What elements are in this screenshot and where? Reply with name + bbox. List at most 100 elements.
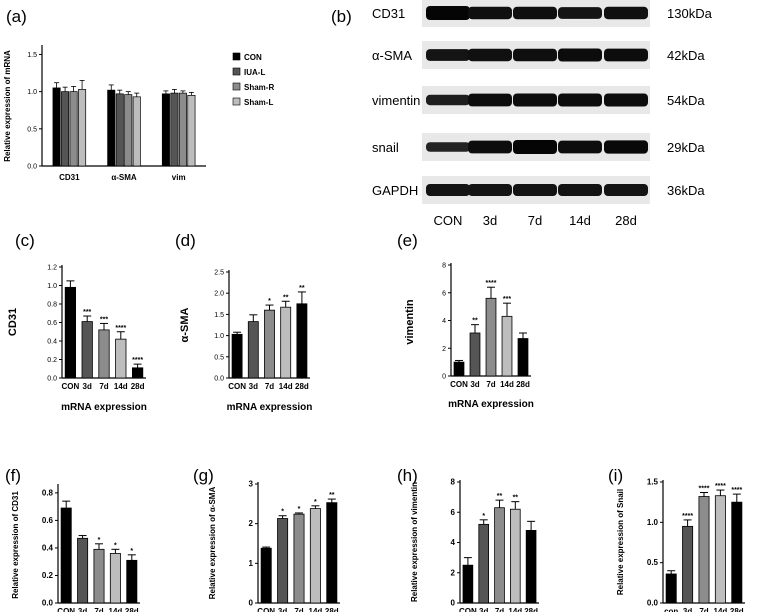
- y-tick-label: 0: [451, 599, 456, 608]
- lane-label: CON: [434, 213, 463, 228]
- y-tick-label: 3: [249, 480, 254, 489]
- x-tick-label: 14d: [114, 382, 128, 391]
- protein-label: CD31: [372, 6, 405, 21]
- panel-label: (i): [608, 466, 623, 485]
- bar: [131, 367, 144, 379]
- significance-label: *: [482, 513, 485, 520]
- y-tick-label: 0.2: [42, 571, 54, 580]
- significance-label: **: [513, 495, 519, 502]
- blot-row-sma: α-SMA 42kDa: [372, 41, 705, 69]
- bar: [517, 338, 529, 377]
- protein-label: GAPDH: [372, 183, 418, 198]
- panel-e-chart: (e) 0 2 4 6 8 CON ** 3d **** 7d *** 14d 28d vimentin mR…: [397, 231, 534, 410]
- x-tick-label: α-SMA: [111, 173, 137, 182]
- blot-band: [558, 48, 602, 62]
- significance-label: ***: [83, 309, 91, 316]
- bar: [98, 329, 110, 379]
- significance-label: ****: [486, 280, 497, 287]
- lane-label: 28d: [615, 213, 637, 228]
- y-axis-label: α-SMA: [179, 308, 191, 343]
- y-tick-label: 0: [442, 374, 446, 381]
- significance-label: ****: [731, 487, 742, 494]
- molecular-weight-label: 130kDa: [667, 6, 713, 21]
- panel-label: (h): [397, 466, 418, 485]
- y-tick-label: 0.0: [47, 376, 57, 383]
- y-tick-label: 0.8: [42, 488, 54, 497]
- y-tick-label: 0.0: [214, 376, 224, 383]
- bar: [494, 507, 505, 604]
- panel-label: (a): [6, 7, 27, 26]
- blot-row-snail: snail 29kDa: [372, 133, 705, 161]
- significance-label: *: [114, 542, 117, 549]
- significance-label: *: [298, 506, 301, 513]
- legend: CON IUA-L Sham-R Sham-L: [232, 52, 274, 107]
- bar: [187, 94, 196, 167]
- significance-label: ****: [132, 357, 143, 364]
- blot-band: [513, 6, 557, 20]
- x-tick-label: CON: [450, 380, 468, 389]
- blot-band: [513, 184, 557, 196]
- bar: [77, 537, 89, 604]
- x-tick-label: 7d: [495, 607, 504, 612]
- blot-band: [468, 140, 512, 154]
- y-tick-label: 0.0: [27, 164, 37, 171]
- bar: [260, 547, 272, 604]
- protein-label: vimentin: [372, 93, 420, 108]
- y-tick-label: 1.0: [647, 518, 659, 527]
- x-tick-label: 14d: [508, 607, 522, 612]
- significance-label: ****: [682, 513, 693, 520]
- x-tick-label: 7d: [265, 382, 274, 391]
- bar: [453, 361, 465, 377]
- bar: [124, 94, 133, 167]
- significance-label: ****: [715, 483, 726, 490]
- x-tick-label: CON: [257, 607, 275, 612]
- blot-band: [426, 49, 470, 61]
- legend-swatch: [232, 82, 241, 91]
- bar: [525, 530, 537, 604]
- x-tick-label: 28d: [295, 382, 309, 391]
- molecular-weight-label: 29kDa: [667, 140, 705, 155]
- legend-label: IUA-L: [244, 68, 265, 77]
- legend-label: CON: [244, 53, 262, 62]
- blot-band: [468, 93, 512, 107]
- bar: [52, 87, 61, 167]
- y-axis-label: vimentin: [404, 299, 416, 345]
- x-tick-label: 3d: [78, 607, 87, 612]
- y-axis-label: Relative expression of mRNA: [3, 50, 12, 162]
- bar: [264, 309, 275, 379]
- bar: [178, 92, 187, 167]
- y-tick-label: 8: [451, 478, 456, 487]
- y-tick-label: 2.5: [214, 270, 224, 277]
- y-tick-label: 1: [249, 559, 254, 568]
- y-axis-label: Relative expression of vimentin: [410, 482, 419, 602]
- bar: [501, 315, 513, 377]
- x-tick-label: 3d: [278, 607, 287, 612]
- blot-band: [426, 94, 470, 106]
- y-tick-label: 1.5: [27, 52, 37, 59]
- bar: [293, 513, 305, 604]
- legend-label: Sham-L: [244, 98, 273, 107]
- significance-label: *: [281, 509, 284, 516]
- y-tick-label: 4: [451, 538, 456, 547]
- lane-label: 3d: [483, 213, 497, 228]
- panel-label: (g): [193, 466, 214, 485]
- panel-label: (e): [397, 231, 418, 250]
- panel-g-chart: (g) 0 1 2 3 CON * 3d * 7d * 14d ** 28d Relative expres…: [193, 466, 340, 612]
- y-tick-label: 2.0: [214, 291, 224, 298]
- blot-band: [604, 48, 648, 62]
- blot-band: [426, 142, 470, 152]
- y-tick-label: 0: [249, 599, 254, 608]
- significance-label: **: [497, 493, 503, 500]
- molecular-weight-label: 36kDa: [667, 183, 705, 198]
- bar: [170, 92, 179, 167]
- bar: [132, 96, 141, 167]
- bar: [462, 564, 474, 604]
- y-tick-label: 1.5: [647, 478, 659, 487]
- y-axis-label: Relative expression of α-SMA: [208, 487, 217, 600]
- blot-band: [604, 93, 648, 107]
- panel-label: (c): [15, 231, 35, 250]
- x-tick-label: 3d: [249, 382, 258, 391]
- x-tick-label: CON: [459, 607, 477, 612]
- y-tick-label: 0.5: [214, 354, 224, 361]
